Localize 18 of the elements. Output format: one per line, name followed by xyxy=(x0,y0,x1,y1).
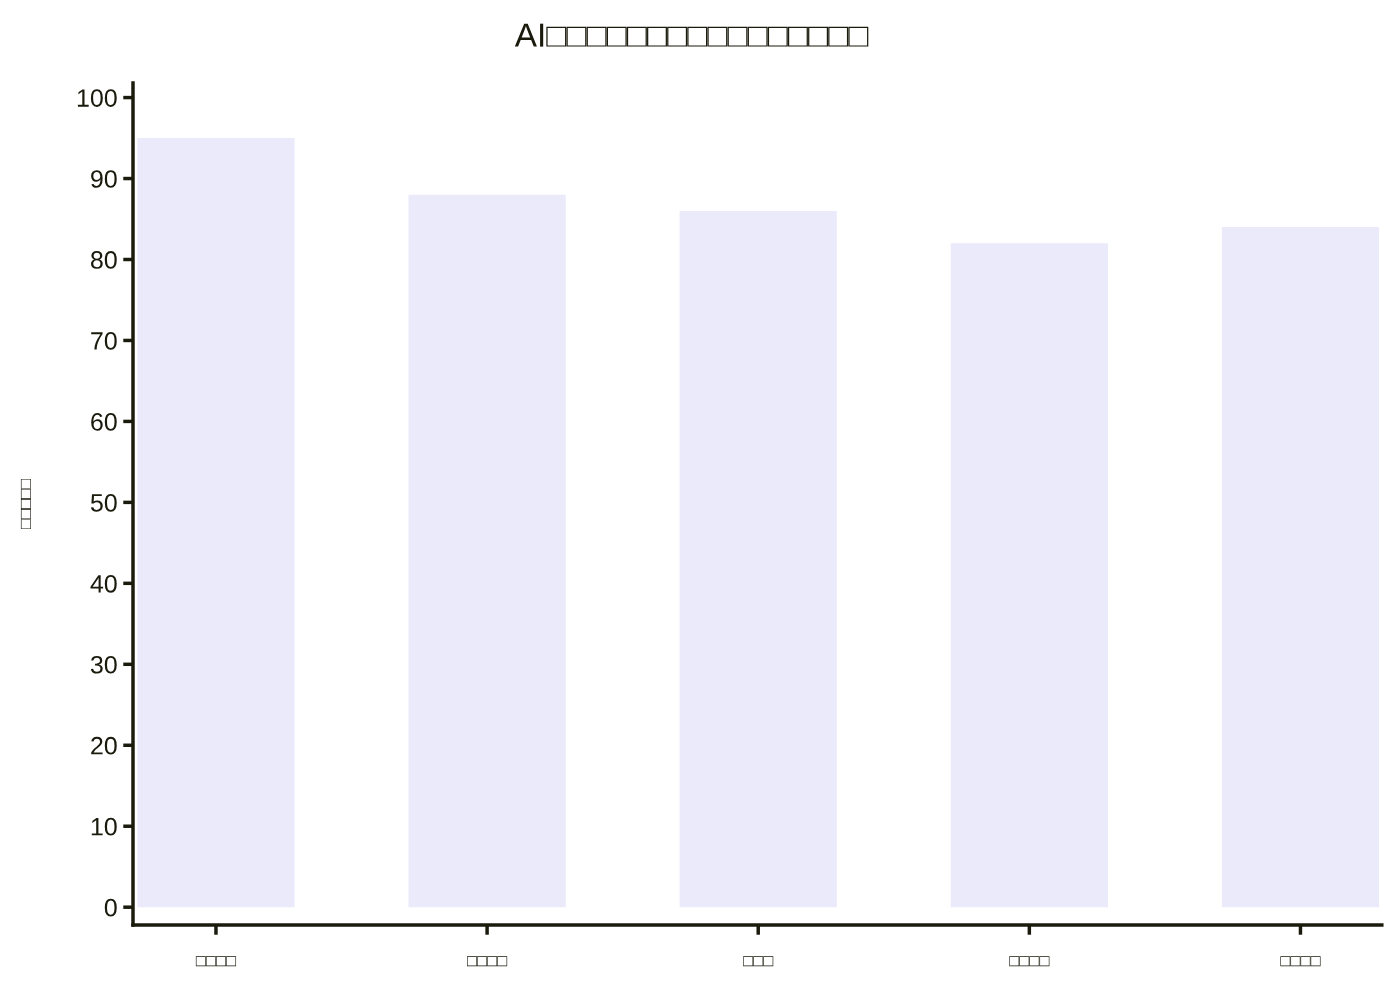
y-tick-label: 80 xyxy=(91,251,117,269)
y-tick-label: 0 xyxy=(104,898,117,917)
chart-title: AI□□□□□□□□□□□□□□□□ xyxy=(514,23,869,47)
x-tick-label: □□□□ xyxy=(195,956,237,967)
x-tick-label: □□□ xyxy=(743,956,774,967)
y-tick-label: 70 xyxy=(91,332,117,350)
y-axis-title: □□□□□ xyxy=(20,478,31,530)
x-tick-label: □□□□ xyxy=(1280,956,1321,967)
y-tick-label: 30 xyxy=(90,655,117,674)
y-tick-label: 50 xyxy=(90,493,117,512)
y-tick-label: 90 xyxy=(91,170,117,188)
y-tick-label: 20 xyxy=(91,736,117,755)
y-tick-label: 10 xyxy=(91,817,117,836)
y-tick-label: 100 xyxy=(77,89,117,107)
y-tick-label: 40 xyxy=(90,574,117,593)
y-tick-label: 60 xyxy=(91,413,117,431)
x-tick-label: □□□□ xyxy=(1009,956,1050,967)
x-tick-label: □□□□ xyxy=(467,956,508,967)
